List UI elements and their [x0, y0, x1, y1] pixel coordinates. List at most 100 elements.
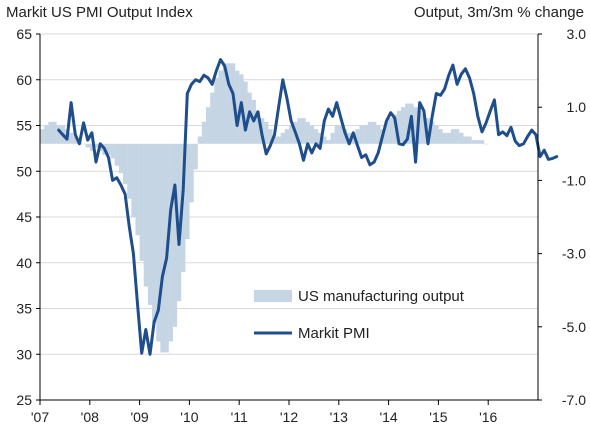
output-bar: [322, 136, 327, 144]
x-tick-label: '12: [280, 409, 298, 425]
output-bar: [139, 143, 144, 261]
left-tick-label: 35: [16, 301, 32, 317]
output-bar: [127, 143, 132, 199]
output-bar: [459, 132, 464, 144]
output-bar: [131, 143, 136, 217]
x-tick-label: '15: [429, 409, 447, 425]
output-bar: [114, 143, 119, 166]
output-bar: [185, 143, 190, 239]
output-bar: [392, 114, 398, 144]
output-bar: [201, 121, 207, 144]
output-bar: [160, 143, 165, 353]
right-tick-label: -7.0: [562, 392, 586, 408]
output-bar: [338, 125, 344, 144]
output-bar: [210, 92, 215, 144]
right-axis-title: Output, 3m/3m % change: [413, 4, 584, 21]
output-bar: [93, 143, 99, 148]
output-bar: [235, 70, 240, 144]
output-bar: [168, 143, 173, 342]
left-tick-label: 40: [16, 255, 32, 271]
output-bar: [193, 143, 198, 170]
output-bar: [359, 125, 364, 144]
output-bar: [463, 136, 468, 144]
output-bar: [484, 143, 489, 145]
output-bar: [367, 121, 373, 144]
right-tick-label: -1.0: [562, 172, 586, 188]
output-bar: [85, 143, 90, 148]
output-bar: [280, 132, 285, 144]
output-bar: [226, 63, 232, 144]
output-bar: [313, 129, 319, 144]
output-bar: [334, 125, 339, 144]
output-bar: [40, 129, 45, 144]
pmi-line: [57, 58, 559, 356]
output-bar: [44, 125, 49, 144]
legend-label-pmi: Markit PMI: [298, 325, 370, 342]
output-bar: [446, 132, 451, 144]
output-bar: [479, 140, 485, 144]
pmi-line-layer: [57, 58, 559, 356]
left-tick-label: 50: [16, 163, 32, 179]
left-tick-label: 60: [16, 72, 32, 88]
output-bar: [268, 129, 273, 144]
left-axis-title: Markit US PMI Output Index: [6, 4, 193, 21]
legend-label-output: US manufacturing output: [298, 288, 465, 305]
left-tick-label: 55: [16, 118, 32, 134]
x-tick-label: '14: [379, 409, 397, 425]
left-tick-label: 65: [16, 26, 32, 42]
x-tick-label: '11: [231, 409, 248, 425]
output-bar: [214, 77, 219, 144]
output-bar: [73, 136, 78, 144]
output-bar: [301, 118, 306, 144]
output-bar: [351, 132, 356, 144]
output-bar: [467, 136, 472, 144]
output-bar: [384, 121, 389, 144]
left-tick-label: 45: [16, 209, 32, 225]
output-bar: [326, 140, 331, 144]
legend: US manufacturing output Markit PMI: [254, 288, 465, 342]
output-bar: [471, 140, 476, 144]
x-tick-label: '16: [479, 409, 497, 425]
output-bar: [276, 136, 281, 144]
output-bar: [442, 132, 447, 144]
output-bar: [89, 143, 95, 152]
output-bar: [372, 121, 377, 144]
manufacturing-output-bars: [40, 63, 489, 353]
output-bar: [81, 143, 86, 145]
output-bar: [284, 129, 290, 144]
output-bar: [189, 143, 194, 203]
output-bar: [135, 143, 140, 236]
left-tick-label: 25: [16, 392, 32, 408]
output-bar: [401, 107, 406, 144]
output-bar: [434, 125, 439, 144]
x-tick-label: '13: [330, 409, 348, 425]
output-bar: [413, 107, 418, 144]
output-bar: [272, 136, 277, 144]
output-bar: [206, 107, 211, 144]
output-bar: [355, 129, 360, 144]
output-bar: [255, 110, 261, 144]
output-bar: [309, 125, 315, 144]
output-bar: [147, 143, 153, 305]
right-tick-label: -3.0: [562, 246, 586, 262]
output-bar: [289, 125, 294, 144]
output-bar: [417, 110, 422, 144]
output-bar: [475, 140, 481, 144]
x-tick-label: '10: [180, 409, 198, 425]
output-bar: [388, 118, 393, 144]
output-bar: [430, 121, 435, 144]
output-bar: [156, 143, 161, 342]
output-bar: [110, 143, 115, 159]
output-bar: [118, 143, 124, 174]
right-tick-label: -5.0: [562, 319, 586, 335]
output-bar: [425, 118, 431, 144]
output-bar: [197, 136, 202, 144]
output-bar: [106, 143, 111, 155]
output-bar: [56, 125, 61, 144]
output-bar: [376, 125, 381, 144]
output-bar: [438, 129, 443, 144]
output-bar: [450, 129, 456, 144]
output-bar: [243, 81, 248, 144]
